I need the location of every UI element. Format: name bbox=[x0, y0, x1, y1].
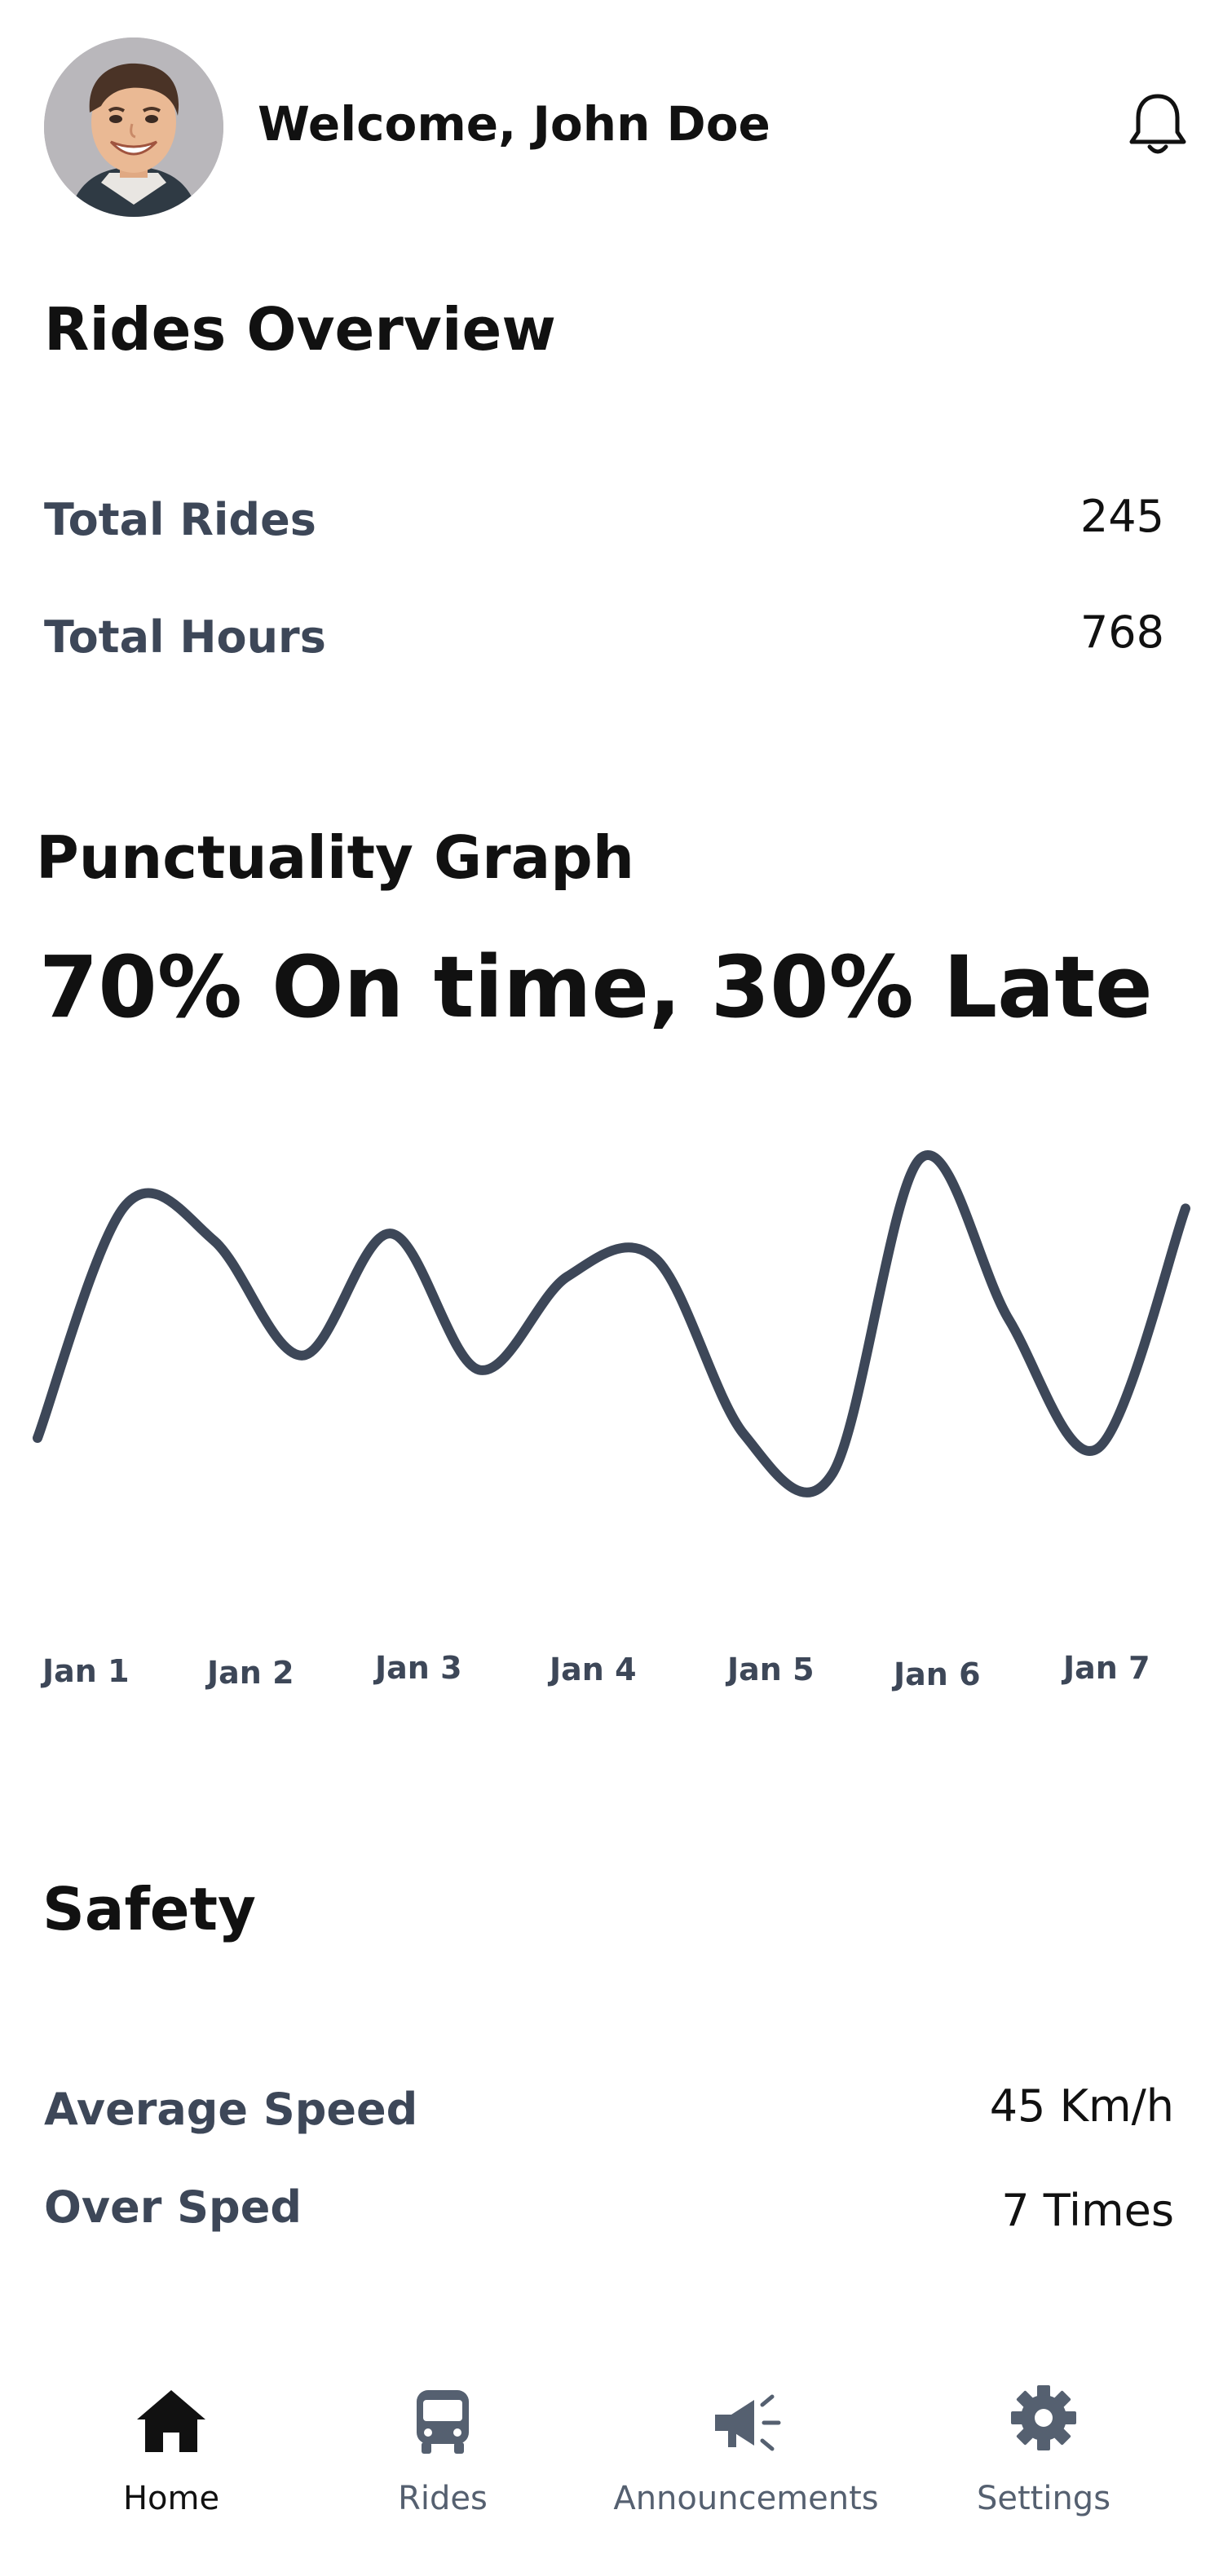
punctuality-title: Punctuality Graph bbox=[36, 823, 634, 892]
bell-icon[interactable] bbox=[1127, 91, 1189, 157]
average-speed-label: Average Speed bbox=[44, 2084, 418, 2135]
over-sped-value: 7 Times bbox=[1001, 2185, 1174, 2236]
welcome-text: Welcome, John Doe bbox=[258, 96, 770, 152]
home-icon bbox=[132, 2382, 210, 2460]
total-rides-label: Total Rides bbox=[44, 494, 316, 545]
total-hours-value: 768 bbox=[1080, 607, 1164, 658]
avatar[interactable] bbox=[44, 37, 223, 217]
punctuality-chart bbox=[24, 1117, 1199, 1541]
nav-label-announcements: Announcements bbox=[613, 2480, 879, 2517]
nav-item-rides[interactable]: Rides bbox=[296, 2356, 589, 2535]
bottom-nav: Home Rides Announcements bbox=[0, 2356, 1223, 2576]
nav-item-announcements[interactable]: Announcements bbox=[599, 2356, 893, 2535]
total-hours-label: Total Hours bbox=[44, 611, 326, 663]
x-tick-label: Jan 7 bbox=[1063, 1650, 1150, 1686]
gear-icon bbox=[1004, 2382, 1083, 2460]
user-avatar-icon bbox=[44, 37, 223, 217]
nav-item-home[interactable]: Home bbox=[24, 2356, 318, 2535]
series-line bbox=[33, 1150, 1190, 1498]
x-tick-label: Jan 4 bbox=[550, 1652, 637, 1687]
over-sped-label: Over Sped bbox=[44, 2181, 302, 2233]
nav-label-settings: Settings bbox=[976, 2480, 1111, 2517]
rides-overview-title: Rides Overview bbox=[44, 295, 556, 364]
x-tick-label: Jan 5 bbox=[727, 1652, 815, 1687]
safety-title: Safety bbox=[42, 1875, 256, 1943]
average-speed-value: 45 Km/h bbox=[989, 2080, 1174, 2132]
nav-label-rides: Rides bbox=[398, 2480, 488, 2517]
punctuality-summary: 70% On time, 30% Late bbox=[39, 937, 1153, 1037]
nav-label-home: Home bbox=[122, 2480, 220, 2517]
punctuality-line-chart bbox=[33, 1150, 1190, 1498]
bus-icon bbox=[404, 2382, 482, 2460]
x-tick-label: Jan 1 bbox=[42, 1653, 130, 1689]
total-rides-value: 245 bbox=[1080, 491, 1164, 542]
x-tick-label: Jan 2 bbox=[207, 1655, 294, 1691]
x-tick-label: Jan 6 bbox=[894, 1656, 981, 1692]
nav-item-settings[interactable]: Settings bbox=[897, 2356, 1190, 2535]
megaphone-icon bbox=[707, 2382, 785, 2460]
x-tick-label: Jan 3 bbox=[375, 1650, 462, 1686]
